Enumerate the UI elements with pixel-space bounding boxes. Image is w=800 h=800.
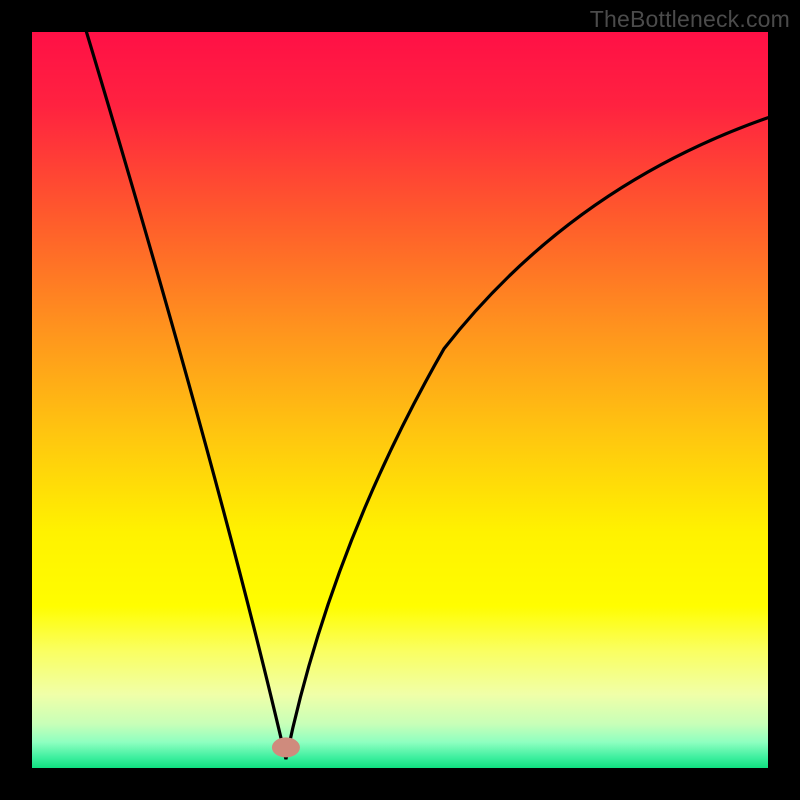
- watermark-label: TheBottleneck.com: [590, 6, 790, 32]
- plot-area: [32, 32, 768, 768]
- watermark-text: TheBottleneck.com: [590, 6, 790, 33]
- chart-frame: TheBottleneck.com: [0, 0, 800, 800]
